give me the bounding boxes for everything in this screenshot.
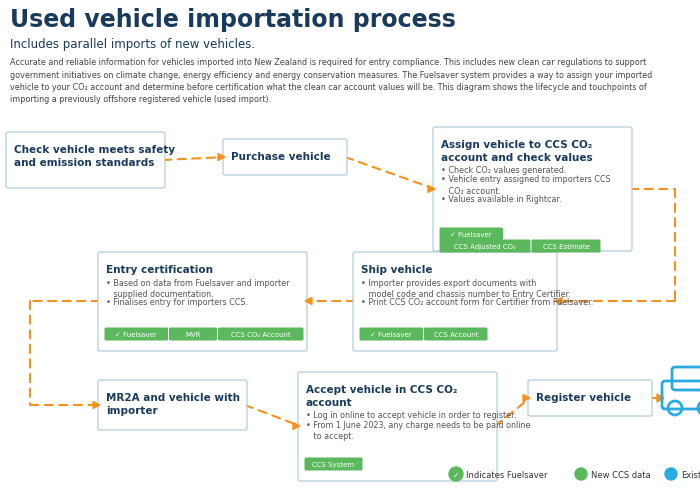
Text: • Values available in Rightcar.: • Values available in Rightcar. — [441, 194, 561, 203]
FancyBboxPatch shape — [360, 328, 423, 341]
FancyBboxPatch shape — [424, 328, 487, 341]
Text: • From 1 June 2023, any charge needs to be paid online
   to accept.: • From 1 June 2023, any charge needs to … — [306, 420, 531, 440]
Text: New CCS data: New CCS data — [591, 469, 650, 479]
FancyBboxPatch shape — [353, 252, 557, 351]
Text: ✓ Fuelsaver: ✓ Fuelsaver — [116, 331, 157, 337]
FancyBboxPatch shape — [218, 328, 304, 341]
Text: ✓ Fuelsaver: ✓ Fuelsaver — [450, 231, 492, 238]
Circle shape — [449, 467, 463, 481]
Text: Register vehicle: Register vehicle — [536, 392, 631, 402]
Text: Assign vehicle to CCS CO₂
account and check values: Assign vehicle to CCS CO₂ account and ch… — [441, 140, 593, 163]
FancyBboxPatch shape — [528, 380, 652, 416]
Circle shape — [575, 468, 587, 480]
FancyBboxPatch shape — [223, 140, 347, 176]
FancyBboxPatch shape — [169, 328, 217, 341]
Text: Ship vehicle: Ship vehicle — [361, 264, 433, 274]
Text: ✓: ✓ — [453, 469, 459, 479]
FancyBboxPatch shape — [440, 240, 531, 253]
Text: Existing: Existing — [681, 469, 700, 479]
Polygon shape — [523, 395, 530, 402]
Text: • Check CO₂ values generated.: • Check CO₂ values generated. — [441, 165, 566, 175]
FancyBboxPatch shape — [98, 252, 307, 351]
FancyBboxPatch shape — [98, 380, 247, 430]
Polygon shape — [657, 394, 664, 402]
Circle shape — [665, 468, 677, 480]
Text: • Log in online to accept vehicle in order to register.: • Log in online to accept vehicle in ord… — [306, 410, 517, 419]
FancyBboxPatch shape — [104, 328, 168, 341]
FancyBboxPatch shape — [298, 372, 497, 481]
Text: CCS Estimate: CCS Estimate — [542, 244, 589, 249]
FancyBboxPatch shape — [6, 133, 165, 189]
Text: • Print CCS CO₂ account form for Certifier from Fuelsaver.: • Print CCS CO₂ account form for Certifi… — [361, 297, 594, 306]
Text: CCS System: CCS System — [312, 461, 354, 467]
FancyBboxPatch shape — [304, 458, 363, 470]
Text: Indicates Fuelsaver: Indicates Fuelsaver — [466, 469, 547, 479]
Text: Purchase vehicle: Purchase vehicle — [231, 152, 330, 162]
FancyBboxPatch shape — [531, 240, 601, 253]
Text: Entry certification: Entry certification — [106, 264, 213, 274]
Text: Accurate and reliable information for vehicles imported into New Zealand is requ: Accurate and reliable information for ve… — [10, 58, 652, 104]
Text: • Based on data from Fuelsaver and importer
   supplied documentation.: • Based on data from Fuelsaver and impor… — [106, 279, 290, 299]
Text: Used vehicle importation process: Used vehicle importation process — [10, 8, 456, 32]
FancyBboxPatch shape — [440, 228, 503, 241]
Text: MVR: MVR — [186, 331, 201, 337]
Text: ✓ Fuelsaver: ✓ Fuelsaver — [370, 331, 412, 337]
Text: Check vehicle meets safety
and emission standards: Check vehicle meets safety and emission … — [14, 145, 175, 167]
Text: MR2A and vehicle with
importer: MR2A and vehicle with importer — [106, 392, 240, 415]
Text: Includes parallel imports of new vehicles.: Includes parallel imports of new vehicle… — [10, 38, 255, 51]
Text: CCS Account: CCS Account — [433, 331, 478, 337]
Polygon shape — [293, 423, 300, 429]
Polygon shape — [305, 298, 312, 305]
Polygon shape — [428, 186, 435, 193]
FancyBboxPatch shape — [433, 128, 632, 251]
Polygon shape — [93, 402, 100, 408]
Text: • Finalises entry for importers CCS.: • Finalises entry for importers CCS. — [106, 297, 248, 306]
Polygon shape — [555, 298, 562, 305]
Text: CCS Adjusted CO₂: CCS Adjusted CO₂ — [454, 244, 516, 249]
Polygon shape — [218, 154, 225, 161]
Text: Accept vehicle in CCS CO₂
account: Accept vehicle in CCS CO₂ account — [306, 384, 457, 407]
Text: CCS CO₂ Account: CCS CO₂ Account — [231, 331, 290, 337]
Text: • Importer provides export documents with
   model code and chassis number to En: • Importer provides export documents wit… — [361, 279, 570, 299]
Text: • Vehicle entry assigned to importers CCS
   CO₂ account.: • Vehicle entry assigned to importers CC… — [441, 175, 610, 195]
